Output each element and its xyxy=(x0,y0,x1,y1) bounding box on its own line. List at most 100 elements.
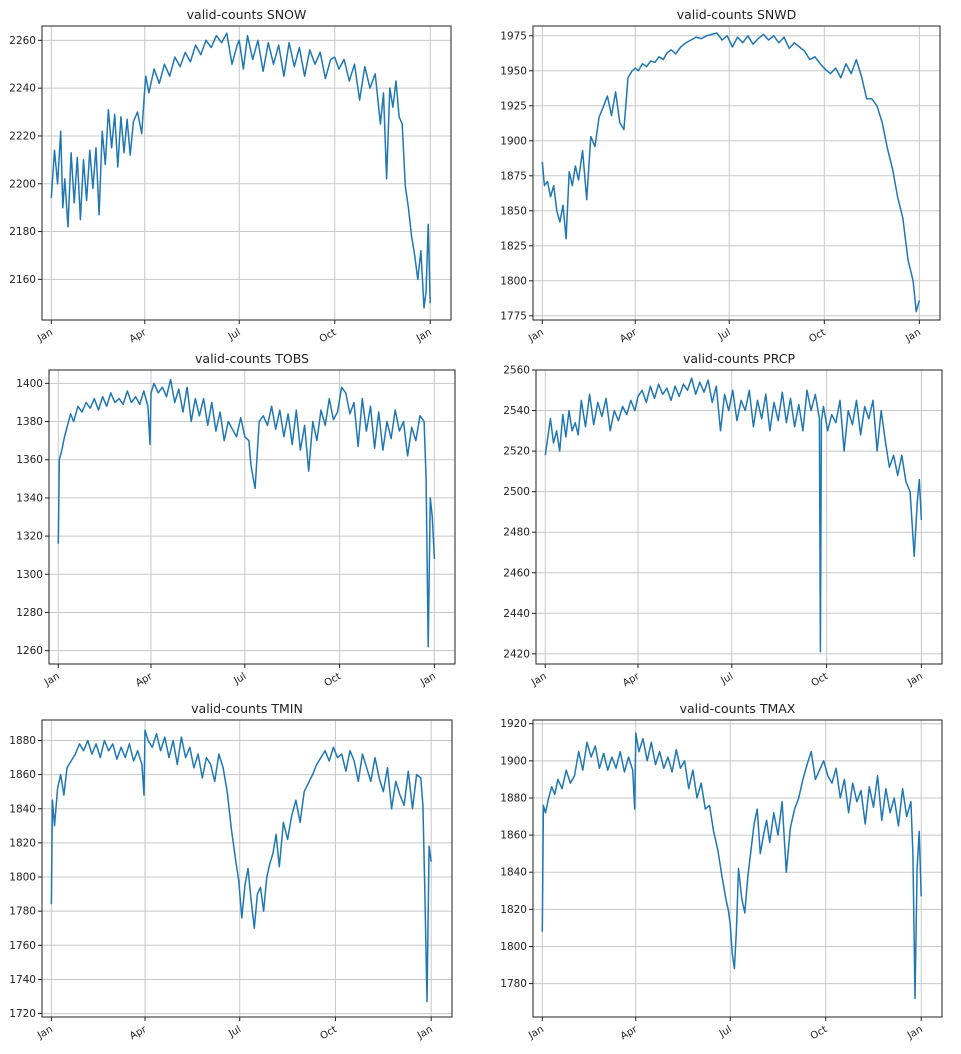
y-tick-label: 1875 xyxy=(500,170,527,182)
y-tick-label: 2440 xyxy=(503,608,530,620)
series-line xyxy=(57,378,436,648)
y-tick-label: 1850 xyxy=(500,205,527,217)
x-tick-label: Apr xyxy=(134,671,155,690)
y-tick-label: 2500 xyxy=(503,486,530,498)
y-tick-label: 1920 xyxy=(500,718,527,730)
x-tick-label: Oct xyxy=(807,327,828,345)
y-tick-label: 1780 xyxy=(500,978,527,990)
axes-frame xyxy=(41,719,453,1018)
y-tick-label: 1360 xyxy=(16,454,43,466)
chart-panel: 1260 1280 1300 1320 1340 1360 1380 1400 Jan Apr Ju… xyxy=(16,351,456,690)
x-tick-label: Jan xyxy=(903,327,923,345)
y-tick-label: 2240 xyxy=(9,83,36,95)
y-tick-label: 1300 xyxy=(16,569,43,581)
y-tick-label: 2200 xyxy=(9,178,36,190)
y-tick-label: 1800 xyxy=(9,872,36,884)
x-tick-label: Jan xyxy=(905,1024,925,1042)
y-tick-label: 1800 xyxy=(500,275,527,287)
y-tick-label: 1840 xyxy=(500,867,527,879)
y-tick-label: 2540 xyxy=(503,405,530,417)
y-tick-label: 1820 xyxy=(500,904,527,916)
x-tick-label: Jan xyxy=(905,671,925,689)
x-tick-label: Jan xyxy=(414,327,434,345)
y-tick-label: 1975 xyxy=(500,30,527,42)
chart-panel: 1775 1800 1825 1850 1875 1900 1925 1950 1975 Jan A… xyxy=(500,7,941,346)
series-line xyxy=(50,729,432,1003)
series-line xyxy=(541,32,921,313)
x-tick-label: Oct xyxy=(809,1024,830,1042)
chart-title: valid-counts TOBS xyxy=(195,351,309,366)
chart-panel: 2420 2440 2460 2480 2500 2520 2540 2560 Jan Apr Ju… xyxy=(503,351,943,690)
y-tick-label: 1775 xyxy=(500,310,527,322)
x-tick-label: Oct xyxy=(318,1024,339,1042)
y-tick-label: 1950 xyxy=(500,65,527,77)
chart-title: valid-counts SNOW xyxy=(187,7,307,22)
y-tick-label: 1400 xyxy=(16,378,43,390)
y-tick-label: 2160 xyxy=(9,274,36,286)
chart-panel: 1780 1800 1820 1840 1860 1880 1900 1920 Jan Apr Ju… xyxy=(500,701,943,1043)
chart-title: valid-counts SNWD xyxy=(677,7,796,22)
x-tick-label: Apr xyxy=(128,1024,149,1043)
y-tick-label: 1260 xyxy=(16,645,43,657)
x-tick-label: Apr xyxy=(619,1024,640,1043)
y-tick-label: 1925 xyxy=(500,100,527,112)
x-tick-label: Jul xyxy=(231,671,248,687)
x-tick-label: Jan xyxy=(35,327,55,345)
y-tick-label: 1800 xyxy=(500,941,527,953)
x-tick-label: Apr xyxy=(621,671,642,690)
series-line xyxy=(544,377,923,653)
y-tick-label: 1900 xyxy=(500,755,527,767)
y-tick-label: 1860 xyxy=(500,830,527,842)
y-tick-label: 1840 xyxy=(9,803,36,815)
y-tick-label: 1320 xyxy=(16,531,43,543)
series-line xyxy=(541,732,922,1000)
x-tick-label: Apr xyxy=(618,327,639,346)
axes-frame xyxy=(535,369,943,665)
series-line xyxy=(50,32,431,309)
y-tick-label: 1740 xyxy=(9,974,36,986)
axes-frame xyxy=(532,25,941,321)
y-tick-label: 2560 xyxy=(503,365,530,377)
x-tick-label: Oct xyxy=(810,671,831,689)
y-tick-label: 1880 xyxy=(9,735,36,747)
x-tick-label: Oct xyxy=(323,671,344,689)
chart-panel: 2160 2180 2200 2220 2240 2260 Jan Apr Jul Oct Jan v… xyxy=(9,7,452,346)
y-tick-label: 1880 xyxy=(500,792,527,804)
x-tick-label: Jan xyxy=(418,671,438,689)
axes-frame xyxy=(48,369,456,665)
x-tick-label: Jul xyxy=(717,1024,734,1040)
y-tick-label: 2480 xyxy=(503,527,530,539)
y-tick-label: 1780 xyxy=(9,906,36,918)
y-tick-label: 2520 xyxy=(503,446,530,458)
y-tick-label: 2420 xyxy=(503,648,530,660)
x-tick-label: Jul xyxy=(716,327,733,343)
y-tick-label: 1760 xyxy=(9,940,36,952)
y-tick-label: 2460 xyxy=(503,567,530,579)
y-tick-label: 1900 xyxy=(500,135,527,147)
y-tick-label: 2260 xyxy=(9,35,36,47)
y-tick-label: 1340 xyxy=(16,492,43,504)
x-tick-label: Jan xyxy=(35,1024,55,1042)
y-tick-label: 1860 xyxy=(9,769,36,781)
chart-panel: 1720 1740 1760 1780 1800 1820 1840 1860 1880 Jan A… xyxy=(9,701,453,1043)
x-tick-label: Jan xyxy=(415,1024,435,1042)
x-tick-label: Jan xyxy=(526,327,546,345)
x-tick-label: Jan xyxy=(42,671,62,689)
x-tick-label: Jul xyxy=(226,327,243,343)
y-tick-label: 1825 xyxy=(500,240,527,252)
y-tick-label: 1720 xyxy=(9,1008,36,1020)
chart-title: valid-counts PRCP xyxy=(683,351,796,366)
y-tick-label: 2180 xyxy=(9,226,36,238)
x-tick-label: Oct xyxy=(318,327,339,345)
y-tick-label: 1820 xyxy=(9,837,36,849)
y-tick-label: 1380 xyxy=(16,416,43,428)
y-tick-label: 1280 xyxy=(16,607,43,619)
chart-title: valid-counts TMIN xyxy=(191,701,303,716)
axes-frame xyxy=(532,719,943,1018)
y-tick-label: 2220 xyxy=(9,130,36,142)
x-tick-label: Jul xyxy=(718,671,735,687)
axes-frame xyxy=(41,25,452,321)
x-tick-label: Apr xyxy=(128,327,149,346)
chart-title: valid-counts TMAX xyxy=(680,701,796,716)
